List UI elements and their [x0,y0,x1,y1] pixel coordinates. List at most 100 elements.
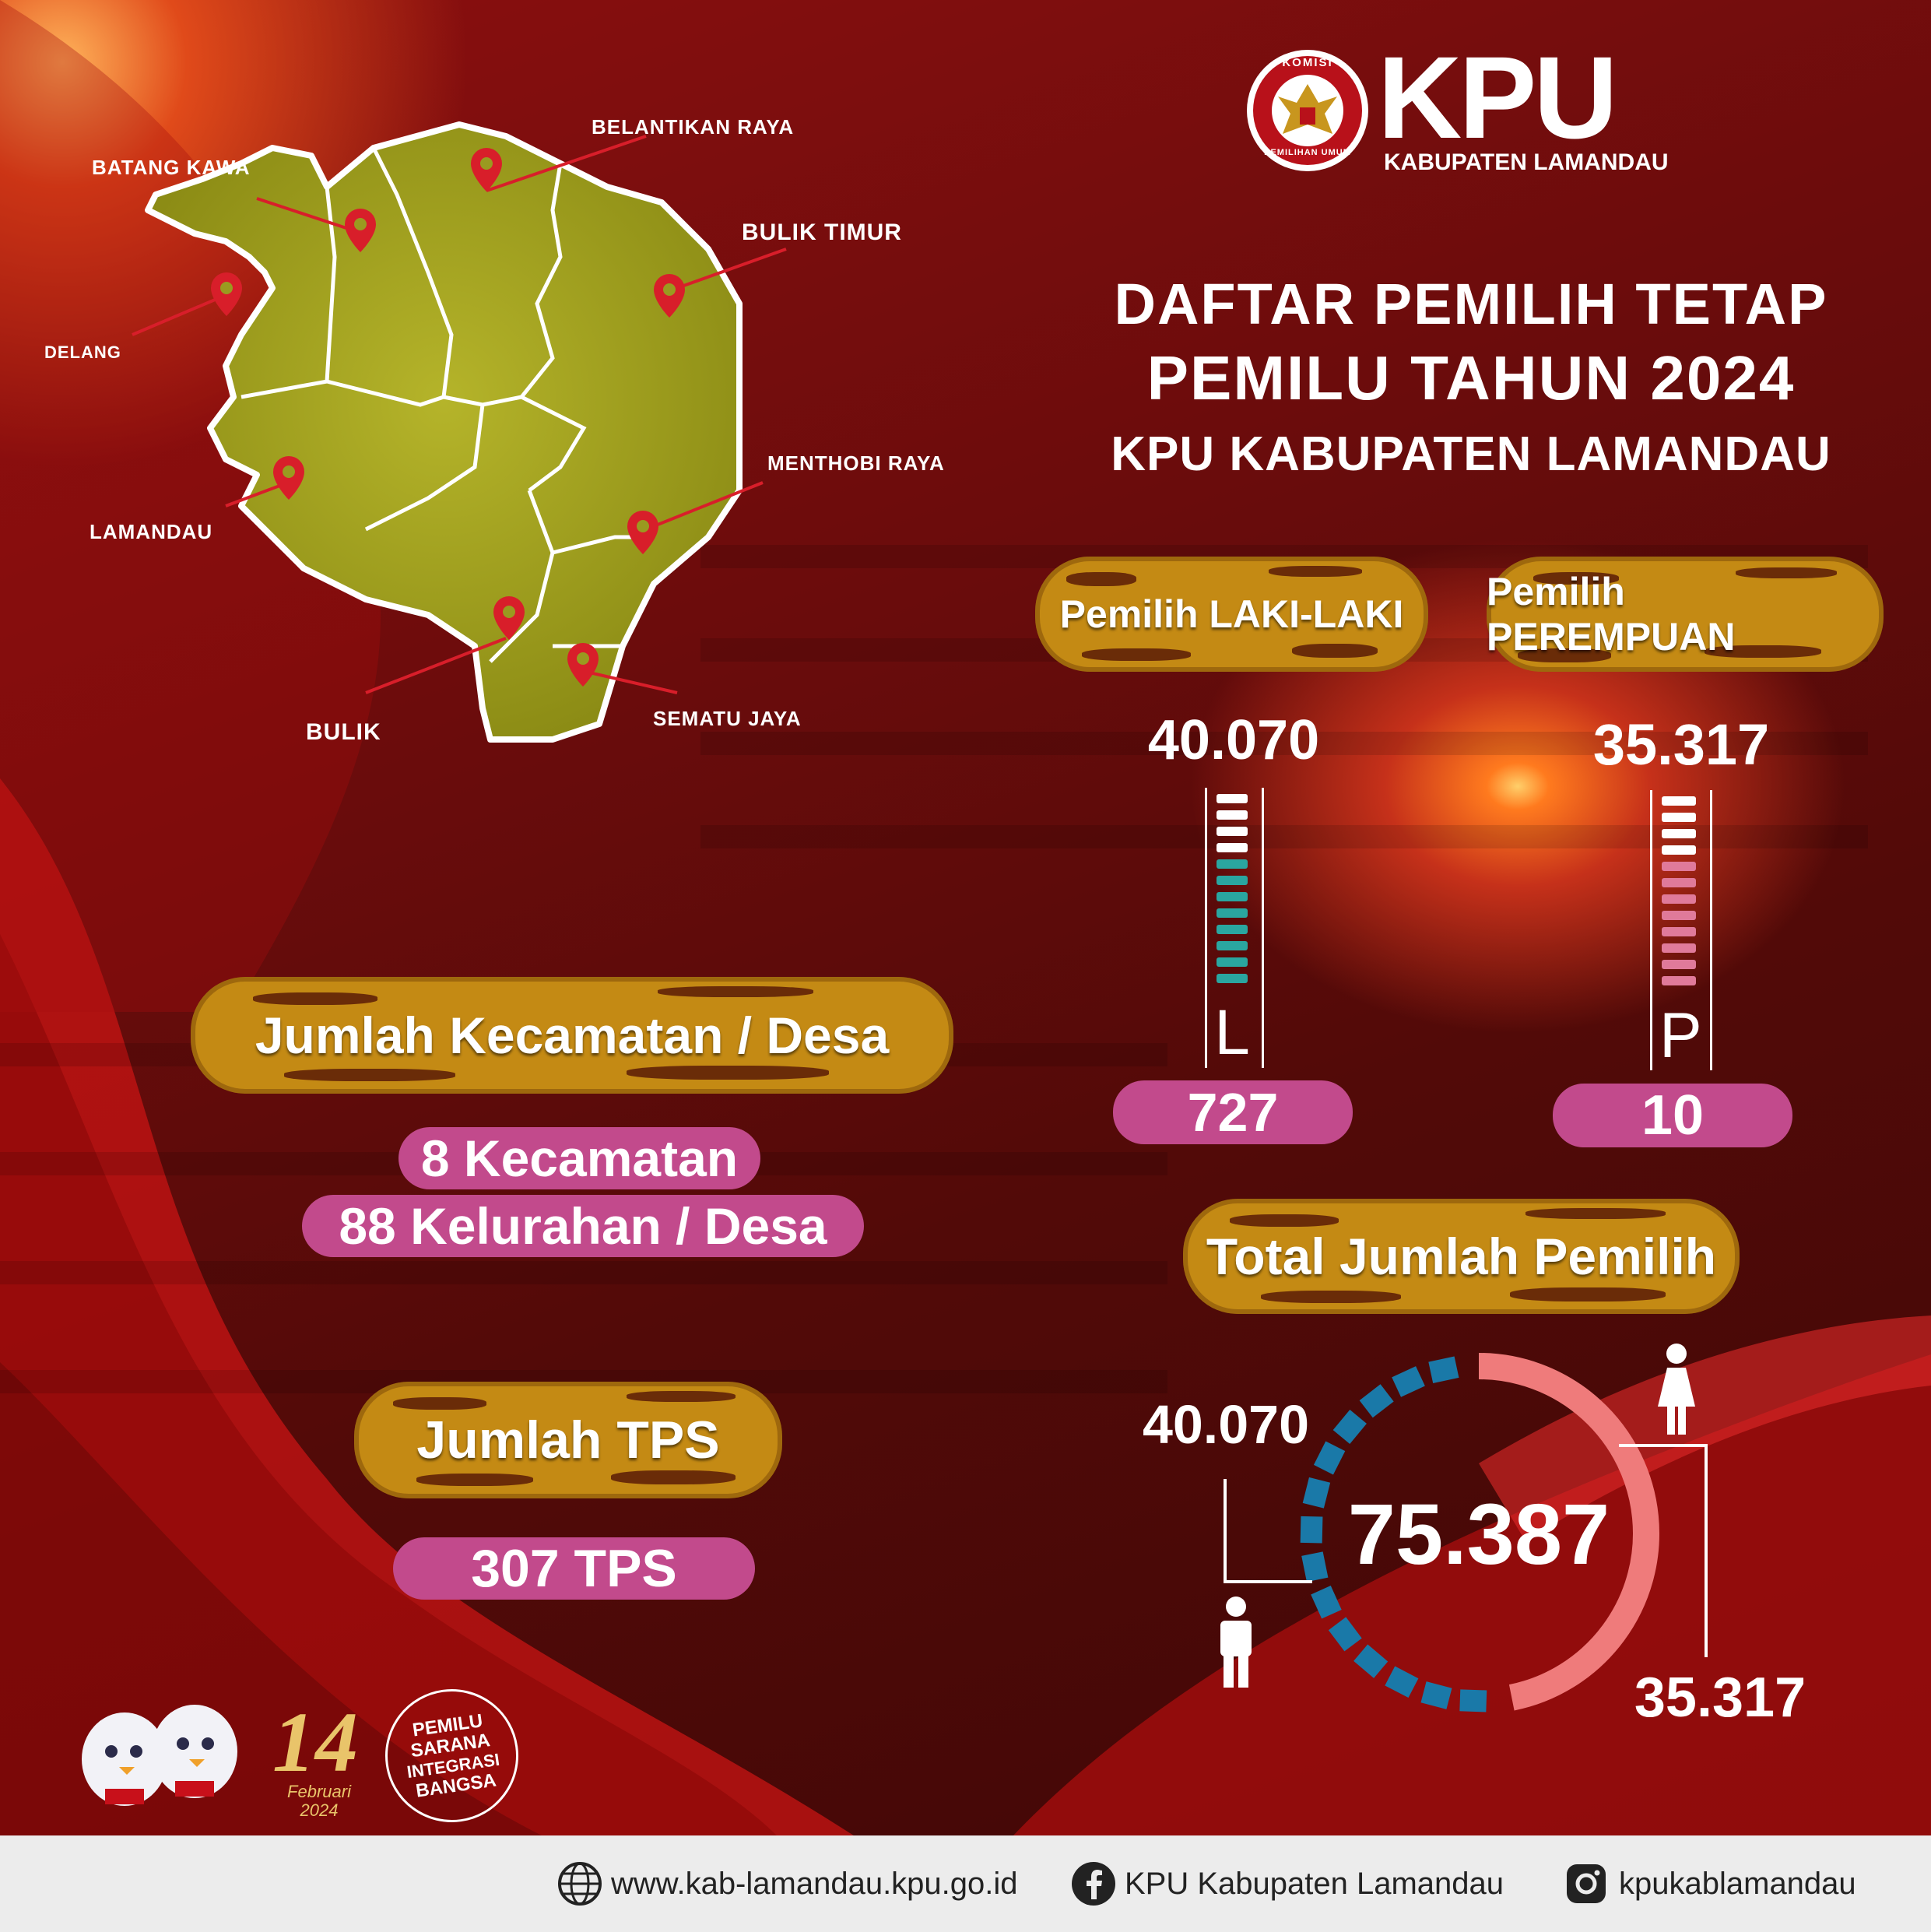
level-bar-segment [1217,941,1248,950]
female-bracket [1619,1444,1708,1657]
male-share-segment [1420,1681,1452,1709]
pin-belantikan-raya-icon [471,148,502,191]
footer-bar: www.kab-lamandau.kpu.go.id KPU Kabupaten… [0,1835,1931,1932]
map-pins [132,135,787,694]
kecamatan-count: 8 Kecamatan [398,1127,760,1189]
brand-name: KPU [1378,32,1618,163]
male-share-segment [1301,1551,1329,1582]
female-badge: 10 [1553,1084,1792,1147]
level-bar-segment [1217,957,1248,967]
level-bar-segment [1217,859,1248,869]
instagram-text: kpukablamandau [1619,1866,1856,1901]
garuda-emblem-icon [1247,50,1368,171]
total-female-count: 35.317 [1634,1667,1806,1729]
male-share-segment [1302,1477,1331,1509]
pin-bulik-icon [493,596,525,640]
website-text: www.kab-lamandau.kpu.go.id [611,1866,1018,1901]
tps-count: 307 TPS [393,1537,755,1600]
district-label-batang-kawa: BATANG KAWA [92,156,251,179]
female-voters-title: Pemilih PEREMPUAN [1487,570,1736,659]
total-male-count: 40.070 [1142,1394,1310,1455]
level-bar-segment [1217,876,1248,885]
election-date-text: Februari 2024 [287,1782,351,1820]
level-bar-segment [1217,843,1248,852]
district-label-bulik-timur: BULIK TIMUR [742,220,902,245]
total-header: Total Jumlah Pemilih [1183,1199,1740,1314]
pin-lamandau-icon [273,456,304,500]
district-label-belantikan-raya: BELANTIKAN RAYA [592,115,795,139]
mascot-illustration [58,1697,253,1814]
desa-count: 88 Kelurahan / Desa [302,1195,864,1257]
level-bar-segment [1217,827,1248,836]
level-bar-segment [1662,911,1696,920]
male-badge: 727 [1113,1080,1353,1144]
level-bar-segment [1217,794,1248,803]
level-bar-segment [1662,927,1696,936]
tps-title: Jumlah TPS [416,1410,720,1470]
region-header: Jumlah Kecamatan / Desa [191,977,953,1094]
facebook-link[interactable]: KPU Kabupaten Lamandau [1070,1835,1504,1932]
election-date-number: 14 [272,1695,358,1790]
district-map [145,121,743,743]
male-share-segment [1311,1586,1342,1619]
level-bar-segment [1217,810,1248,820]
title-line-3: KPU KABUPATEN LAMANDAU [1111,427,1831,481]
total-title: Total Jumlah Pemilih [1206,1228,1717,1285]
level-bar-segment [1662,894,1696,904]
level-bar-segment [1217,892,1248,901]
globe-icon [558,1862,602,1906]
slogan-badge: PEMILU SARANA INTEGRASI BANGSA [376,1680,528,1832]
level-bar-segment [1217,925,1248,934]
male-share-segment [1313,1441,1346,1475]
male-share-segment [1428,1356,1459,1384]
male-voters-header: Pemilih LAKI-LAKI [1035,557,1428,672]
level-bar-segment [1662,960,1696,969]
male-share-segment [1385,1666,1419,1698]
male-voters-title: Pemilih LAKI-LAKI [1059,592,1404,636]
male-share-segment [1353,1644,1389,1678]
level-bar-segment [1662,878,1696,887]
title-line-2: PEMILU TAHUN 2024 [1146,343,1796,413]
total-donut-chart [1300,1353,1659,1712]
pin-menthobi-raya-icon [627,511,658,554]
level-bar-segment [1662,862,1696,871]
pin-delang-icon [211,272,242,316]
male-share-segment [1359,1384,1394,1418]
kpu-logo: KOMISI PEMILIHAN UMUM [1245,48,1370,173]
tps-header: Jumlah TPS [354,1382,782,1498]
level-bar-segment [1662,845,1696,855]
district-label-menthobi-raya: MENTHOBI RAYA [767,451,945,475]
logo-ring-bottom: PEMILIHAN UMUM [1264,148,1351,157]
facebook-text: KPU Kabupaten Lamandau [1125,1866,1504,1901]
district-label-delang: DELANG [44,342,121,362]
level-bar-segment [1662,813,1696,822]
level-bar-segment [1662,943,1696,953]
instagram-link[interactable]: kpukablamandau [1564,1835,1856,1932]
pin-bulik-timur-icon [654,274,685,318]
male-bracket [1224,1479,1312,1583]
female-voters-header: Pemilih PEREMPUAN [1487,557,1884,672]
title-line-1: DAFTAR PEMILIH TETAP [1114,272,1828,336]
district-label-bulik: BULIK [306,719,381,745]
pin-batang-kawa-icon [345,209,376,252]
male-share-segment [1300,1516,1323,1544]
female-letter: P [1659,1000,1702,1071]
male-share-segment [1332,1409,1367,1445]
female-level-bar [1650,790,1712,1070]
brand-subtitle: KABUPATEN LAMANDAU [1384,149,1669,175]
website-link[interactable]: www.kab-lamandau.kpu.go.id [556,1835,1018,1932]
logo-ring-top: KOMISI [1282,56,1333,69]
male-level-bar [1205,788,1264,1068]
female-voters-count: 35.317 [1592,712,1770,777]
region-title: Jumlah Kecamatan / Desa [255,1006,890,1064]
female-share-arc [1478,1353,1659,1711]
district-label-lamandau: LAMANDAU [90,520,213,543]
female-person-icon [1653,1343,1700,1436]
instagram-icon [1567,1864,1606,1903]
level-bar-segment [1217,974,1248,983]
district-label-sematu-jaya: SEMATU JAYA [653,707,802,730]
male-share-segment [1392,1366,1425,1397]
level-bar-segment [1662,796,1696,806]
pin-sematu-jaya-icon [567,643,599,687]
